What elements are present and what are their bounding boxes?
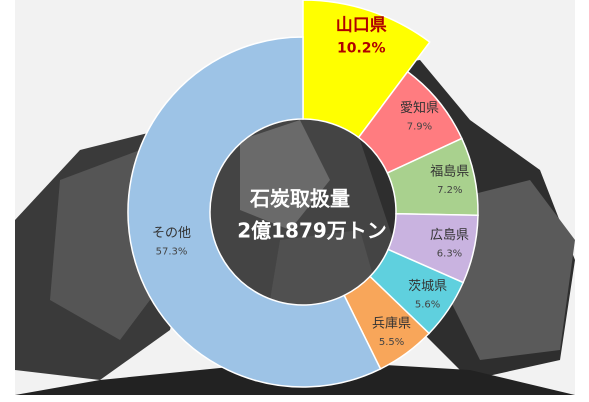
donut [127,0,479,388]
segment-value: 6.3% [437,248,462,259]
segment-value: 5.6% [415,300,440,311]
segment-name: 兵庫県 [372,317,411,332]
segment-name: 広島県 [430,228,469,243]
segment-name: 福島県 [430,165,469,180]
donut-segment [302,0,431,139]
segment-name: 茨城県 [408,279,447,294]
segment-value: 10.2% [337,40,386,56]
segment-name: 愛知県 [400,100,439,116]
segment-value: 7.2% [437,185,462,196]
segment-value: 57.3% [156,247,188,258]
center-title: 石炭取扱量 [249,187,350,211]
donut-segment [127,36,382,388]
segment-value: 7.9% [407,121,432,132]
segment-name: その他 [152,226,191,241]
center-total: 2億1879万トン [237,219,387,243]
segment-value: 5.5% [379,337,404,348]
segment-name: 山口県 [336,15,387,35]
